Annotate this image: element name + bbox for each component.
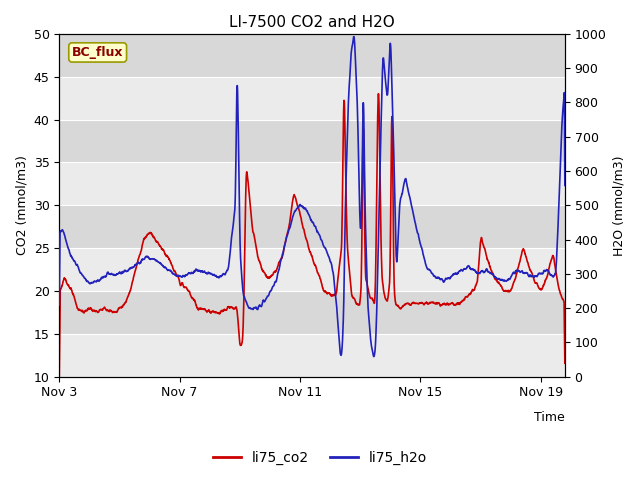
- Text: Time: Time: [534, 411, 565, 424]
- Text: BC_flux: BC_flux: [72, 46, 124, 59]
- Title: LI-7500 CO2 and H2O: LI-7500 CO2 and H2O: [229, 15, 395, 30]
- Bar: [60, 334, 565, 377]
- Y-axis label: H2O (mmol/m3): H2O (mmol/m3): [612, 155, 625, 255]
- Bar: [60, 248, 565, 291]
- Y-axis label: CO2 (mmol/m3): CO2 (mmol/m3): [15, 156, 28, 255]
- Bar: [60, 205, 565, 248]
- Bar: [60, 291, 565, 334]
- Bar: [60, 77, 565, 120]
- Bar: [60, 120, 565, 162]
- Bar: [60, 34, 565, 77]
- Legend: li75_co2, li75_h2o: li75_co2, li75_h2o: [207, 445, 433, 471]
- Bar: [60, 162, 565, 205]
